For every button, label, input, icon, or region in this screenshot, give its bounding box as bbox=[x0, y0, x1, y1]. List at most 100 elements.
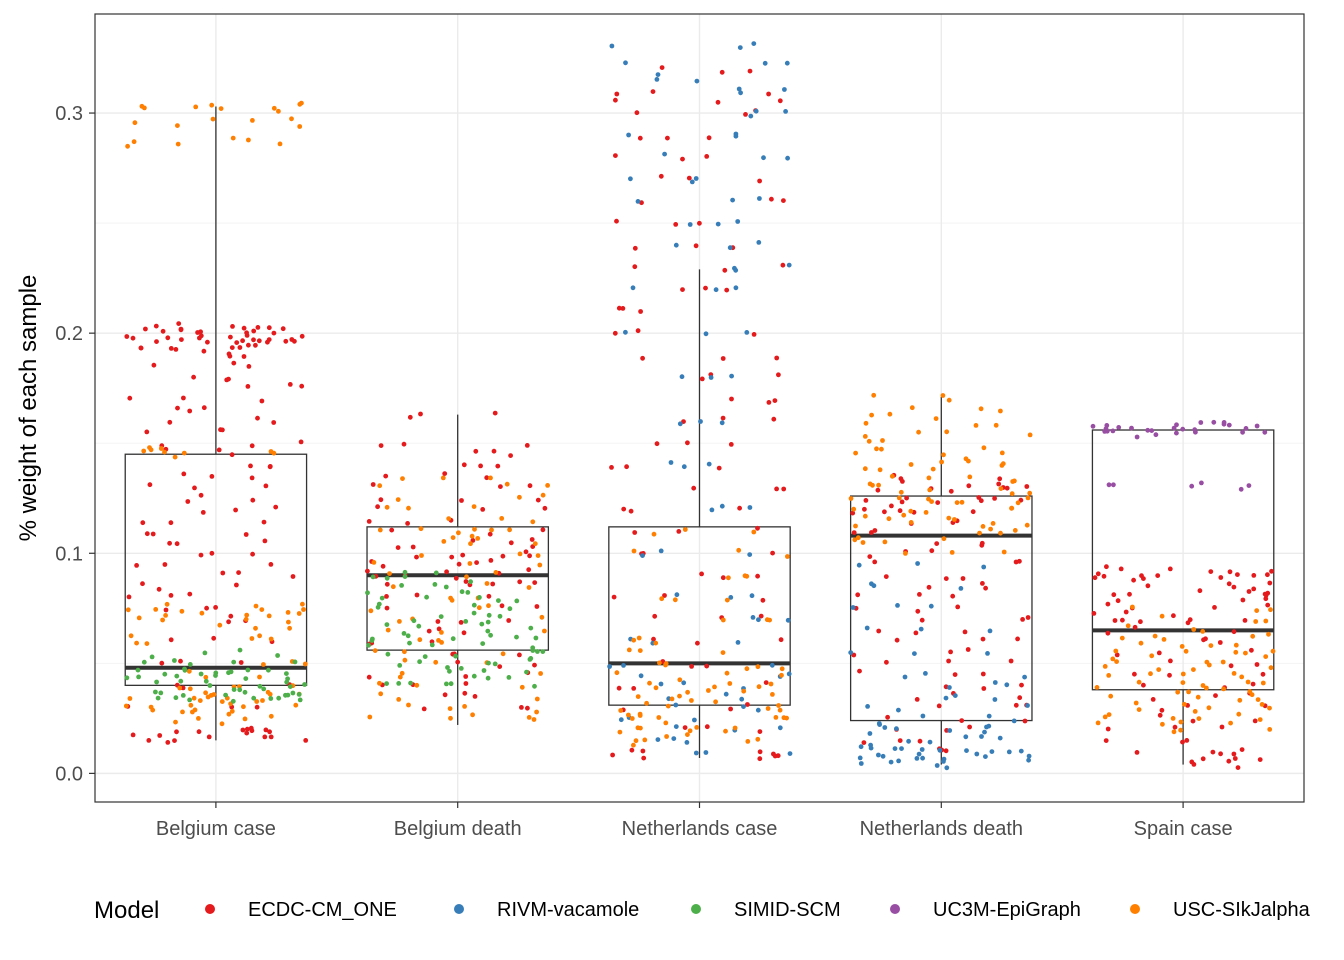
data-point bbox=[733, 131, 739, 137]
data-point bbox=[506, 675, 512, 680]
data-point bbox=[1235, 765, 1241, 770]
data-point bbox=[539, 614, 545, 620]
data-point bbox=[637, 135, 643, 141]
data-point bbox=[662, 593, 667, 598]
data-point bbox=[153, 323, 159, 329]
data-point bbox=[226, 670, 231, 676]
data-point bbox=[1192, 427, 1198, 433]
data-point bbox=[429, 642, 435, 648]
data-point bbox=[253, 342, 258, 348]
data-point bbox=[298, 439, 304, 445]
data-point bbox=[987, 628, 993, 634]
data-point bbox=[292, 338, 297, 344]
data-point bbox=[243, 616, 249, 622]
data-point bbox=[179, 608, 185, 614]
data-point bbox=[882, 725, 888, 730]
data-point bbox=[273, 504, 279, 510]
data-point bbox=[1148, 671, 1153, 677]
data-point bbox=[154, 339, 159, 344]
data-point bbox=[179, 337, 184, 342]
data-point bbox=[256, 338, 262, 344]
data-point bbox=[919, 617, 925, 623]
data-point bbox=[679, 374, 685, 380]
data-point bbox=[220, 570, 226, 576]
data-point bbox=[1125, 623, 1131, 629]
data-point bbox=[436, 626, 442, 632]
data-point bbox=[632, 530, 638, 535]
data-point bbox=[296, 611, 302, 616]
data-point bbox=[882, 509, 887, 515]
data-point bbox=[496, 598, 501, 603]
data-point bbox=[751, 332, 757, 337]
data-point bbox=[540, 492, 546, 498]
data-point bbox=[944, 429, 950, 435]
data-point bbox=[920, 755, 925, 761]
data-point bbox=[757, 178, 762, 184]
data-point bbox=[296, 692, 302, 697]
data-point bbox=[1221, 686, 1226, 692]
data-point bbox=[368, 608, 374, 614]
data-point bbox=[283, 338, 289, 344]
data-point bbox=[455, 659, 461, 665]
data-point bbox=[757, 729, 763, 734]
data-point bbox=[706, 135, 712, 141]
data-point bbox=[862, 513, 868, 519]
data-point bbox=[858, 761, 864, 766]
legend-key-dot bbox=[205, 904, 215, 914]
data-point bbox=[755, 707, 761, 713]
data-point bbox=[1197, 588, 1203, 594]
data-point bbox=[733, 285, 739, 291]
data-point bbox=[488, 558, 494, 563]
data-point bbox=[1191, 667, 1196, 672]
data-point bbox=[297, 101, 303, 107]
data-point bbox=[896, 758, 901, 764]
data-point bbox=[894, 726, 899, 732]
data-point bbox=[941, 452, 946, 458]
data-point bbox=[617, 729, 623, 735]
data-point bbox=[246, 364, 252, 369]
data-point bbox=[897, 508, 903, 514]
points-simid-scm bbox=[124, 647, 307, 704]
data-point bbox=[903, 551, 908, 556]
data-point bbox=[665, 703, 671, 709]
data-point bbox=[664, 734, 669, 739]
data-point bbox=[175, 405, 180, 411]
data-point bbox=[153, 689, 158, 695]
data-point bbox=[1132, 624, 1138, 630]
data-point bbox=[417, 659, 422, 665]
data-point bbox=[396, 697, 402, 702]
data-point bbox=[1156, 650, 1162, 656]
data-point bbox=[744, 330, 750, 335]
data-point bbox=[244, 730, 250, 736]
data-point bbox=[1123, 609, 1129, 615]
data-point bbox=[654, 441, 660, 447]
data-point bbox=[123, 703, 129, 709]
data-point bbox=[781, 715, 787, 721]
data-point bbox=[850, 510, 856, 516]
data-point bbox=[1136, 707, 1142, 712]
data-point bbox=[1139, 573, 1144, 579]
data-point bbox=[943, 748, 949, 754]
data-point bbox=[1015, 636, 1020, 642]
data-point bbox=[1249, 647, 1254, 653]
data-point bbox=[385, 651, 391, 657]
data-point bbox=[704, 154, 710, 159]
data-point bbox=[1101, 573, 1107, 579]
data-point bbox=[287, 625, 292, 631]
data-point bbox=[885, 714, 890, 720]
data-point bbox=[162, 671, 168, 677]
data-point bbox=[1226, 581, 1232, 587]
data-point bbox=[459, 498, 464, 503]
data-point bbox=[1200, 756, 1206, 762]
data-point bbox=[706, 461, 712, 467]
data-point bbox=[436, 638, 441, 643]
data-point bbox=[240, 338, 246, 344]
data-point bbox=[1134, 434, 1140, 440]
data-point bbox=[673, 222, 679, 227]
data-point bbox=[641, 755, 647, 761]
data-point bbox=[300, 601, 305, 607]
data-point bbox=[955, 604, 961, 610]
data-point bbox=[952, 517, 957, 522]
data-point bbox=[402, 657, 408, 663]
data-point bbox=[1022, 718, 1028, 724]
